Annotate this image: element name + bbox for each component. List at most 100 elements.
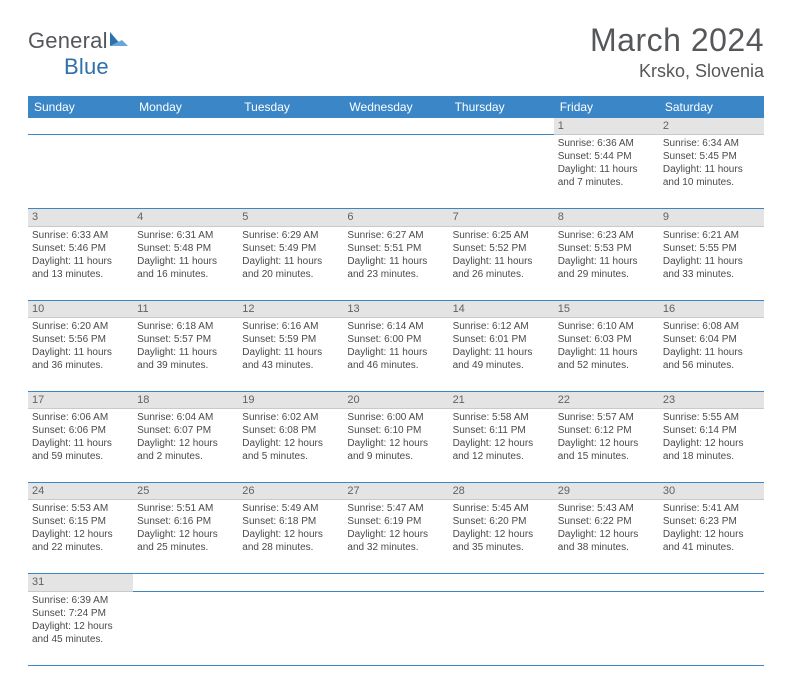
day-number-cell: 9 [659, 209, 764, 226]
sunset-line: Sunset: 5:49 PM [242, 242, 339, 255]
day-number-cell: 5 [238, 209, 343, 226]
day-cell: Sunrise: 6:39 AMSunset: 7:24 PMDaylight:… [28, 591, 133, 665]
day-cell [343, 135, 448, 209]
daylight-line: Daylight: 12 hours and 45 minutes. [32, 620, 129, 646]
day-number-cell [343, 118, 448, 135]
day-cell: Sunrise: 6:21 AMSunset: 5:55 PMDaylight:… [659, 226, 764, 300]
day-number-cell: 3 [28, 209, 133, 226]
sunrise-line: Sunrise: 5:43 AM [558, 502, 655, 515]
day-number-cell: 7 [449, 209, 554, 226]
sunset-line: Sunset: 6:04 PM [663, 333, 760, 346]
day-cell: Sunrise: 6:02 AMSunset: 6:08 PMDaylight:… [238, 409, 343, 483]
day-number-cell [133, 118, 238, 135]
sunrise-line: Sunrise: 5:49 AM [242, 502, 339, 515]
daylight-line: Daylight: 11 hours and 7 minutes. [558, 163, 655, 189]
sunset-line: Sunset: 5:57 PM [137, 333, 234, 346]
day-cell: Sunrise: 5:47 AMSunset: 6:19 PMDaylight:… [343, 500, 448, 574]
day-cell: Sunrise: 5:57 AMSunset: 6:12 PMDaylight:… [554, 409, 659, 483]
sunrise-line: Sunrise: 6:12 AM [453, 320, 550, 333]
month-title: March 2024 [590, 22, 764, 59]
sunset-line: Sunset: 6:20 PM [453, 515, 550, 528]
day-number-cell: 13 [343, 300, 448, 317]
daylight-line: Daylight: 11 hours and 20 minutes. [242, 255, 339, 281]
day-cell: Sunrise: 6:25 AMSunset: 5:52 PMDaylight:… [449, 226, 554, 300]
sunrise-line: Sunrise: 6:27 AM [347, 229, 444, 242]
sunrise-line: Sunrise: 6:18 AM [137, 320, 234, 333]
calendar-table: Sunday Monday Tuesday Wednesday Thursday… [28, 96, 764, 666]
weekday-header: Thursday [449, 96, 554, 118]
sunset-line: Sunset: 6:12 PM [558, 424, 655, 437]
sunset-line: Sunset: 6:22 PM [558, 515, 655, 528]
sunset-line: Sunset: 6:23 PM [663, 515, 760, 528]
sunrise-line: Sunrise: 6:14 AM [347, 320, 444, 333]
sunrise-line: Sunrise: 5:41 AM [663, 502, 760, 515]
sunset-line: Sunset: 6:16 PM [137, 515, 234, 528]
sunrise-line: Sunrise: 6:23 AM [558, 229, 655, 242]
day-cell: Sunrise: 6:20 AMSunset: 5:56 PMDaylight:… [28, 317, 133, 391]
daynum-row: 12 [28, 118, 764, 135]
day-number-cell: 11 [133, 300, 238, 317]
sunrise-line: Sunrise: 6:00 AM [347, 411, 444, 424]
sunrise-line: Sunrise: 6:31 AM [137, 229, 234, 242]
day-number-cell: 17 [28, 391, 133, 408]
day-cell: Sunrise: 5:41 AMSunset: 6:23 PMDaylight:… [659, 500, 764, 574]
day-number-cell: 8 [554, 209, 659, 226]
day-cell: Sunrise: 6:04 AMSunset: 6:07 PMDaylight:… [133, 409, 238, 483]
daylight-line: Daylight: 12 hours and 25 minutes. [137, 528, 234, 554]
sunrise-line: Sunrise: 6:21 AM [663, 229, 760, 242]
logo-sail-icon [108, 28, 130, 54]
day-number-cell [133, 574, 238, 591]
day-number-cell [238, 574, 343, 591]
sunset-line: Sunset: 6:14 PM [663, 424, 760, 437]
day-number-cell: 27 [343, 483, 448, 500]
sunset-line: Sunset: 6:03 PM [558, 333, 655, 346]
sunrise-line: Sunrise: 5:45 AM [453, 502, 550, 515]
weekday-header: Wednesday [343, 96, 448, 118]
sunrise-line: Sunrise: 6:33 AM [32, 229, 129, 242]
day-cell: Sunrise: 6:10 AMSunset: 6:03 PMDaylight:… [554, 317, 659, 391]
sunrise-line: Sunrise: 6:10 AM [558, 320, 655, 333]
weekday-header: Friday [554, 96, 659, 118]
day-cell: Sunrise: 6:18 AMSunset: 5:57 PMDaylight:… [133, 317, 238, 391]
day-cell: Sunrise: 6:29 AMSunset: 5:49 PMDaylight:… [238, 226, 343, 300]
day-number-cell: 22 [554, 391, 659, 408]
sunrise-line: Sunrise: 6:08 AM [663, 320, 760, 333]
day-cell [133, 591, 238, 665]
day-number-cell [28, 118, 133, 135]
day-cell [238, 591, 343, 665]
day-cell: Sunrise: 6:16 AMSunset: 5:59 PMDaylight:… [238, 317, 343, 391]
weekday-header: Tuesday [238, 96, 343, 118]
day-number-cell: 28 [449, 483, 554, 500]
sunrise-line: Sunrise: 6:20 AM [32, 320, 129, 333]
day-cell [238, 135, 343, 209]
daylight-line: Daylight: 12 hours and 2 minutes. [137, 437, 234, 463]
daylight-line: Daylight: 11 hours and 29 minutes. [558, 255, 655, 281]
day-number-cell: 26 [238, 483, 343, 500]
sunset-line: Sunset: 6:06 PM [32, 424, 129, 437]
day-cell: Sunrise: 6:33 AMSunset: 5:46 PMDaylight:… [28, 226, 133, 300]
sunrise-line: Sunrise: 5:55 AM [663, 411, 760, 424]
daylight-line: Daylight: 11 hours and 39 minutes. [137, 346, 234, 372]
day-number-cell [449, 118, 554, 135]
day-number-cell: 18 [133, 391, 238, 408]
day-cell: Sunrise: 6:14 AMSunset: 6:00 PMDaylight:… [343, 317, 448, 391]
day-number-cell [238, 118, 343, 135]
daylight-line: Daylight: 12 hours and 18 minutes. [663, 437, 760, 463]
sunset-line: Sunset: 6:01 PM [453, 333, 550, 346]
logo-text-blue: Blue [64, 54, 109, 80]
day-cell [449, 591, 554, 665]
location-text: Krsko, Slovenia [590, 61, 764, 82]
daylight-line: Daylight: 12 hours and 32 minutes. [347, 528, 444, 554]
daylight-line: Daylight: 11 hours and 26 minutes. [453, 255, 550, 281]
day-cell [133, 135, 238, 209]
day-cell: Sunrise: 6:36 AMSunset: 5:44 PMDaylight:… [554, 135, 659, 209]
daynum-row: 10111213141516 [28, 300, 764, 317]
daylight-line: Daylight: 12 hours and 38 minutes. [558, 528, 655, 554]
day-number-cell: 14 [449, 300, 554, 317]
day-number-cell: 19 [238, 391, 343, 408]
daylight-line: Daylight: 11 hours and 10 minutes. [663, 163, 760, 189]
sunrise-line: Sunrise: 6:16 AM [242, 320, 339, 333]
daylight-line: Daylight: 11 hours and 56 minutes. [663, 346, 760, 372]
daylight-line: Daylight: 11 hours and 43 minutes. [242, 346, 339, 372]
weekday-header: Saturday [659, 96, 764, 118]
